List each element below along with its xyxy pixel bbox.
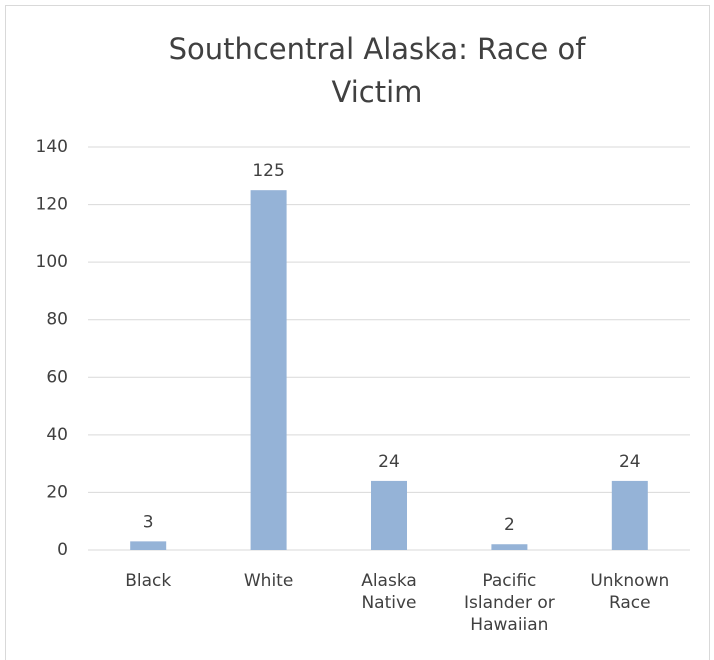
y-tick-label: 40 bbox=[46, 425, 68, 445]
y-tick-label: 120 bbox=[36, 195, 68, 215]
bar bbox=[611, 480, 648, 550]
x-tick-label: Alaska Native bbox=[361, 571, 417, 613]
data-label: 24 bbox=[619, 452, 641, 472]
y-tick-label: 0 bbox=[57, 540, 68, 560]
x-tick-label: Pacific Islander or Hawaiian bbox=[463, 571, 555, 635]
data-label: 2 bbox=[504, 515, 515, 535]
x-tick-label: Unknown Race bbox=[590, 571, 670, 613]
y-tick-label: 80 bbox=[46, 310, 68, 330]
data-label: 24 bbox=[378, 452, 400, 472]
bar bbox=[371, 480, 407, 550]
y-tick-label: 140 bbox=[36, 137, 68, 157]
x-tick-label: Black bbox=[125, 571, 172, 591]
y-tick-label: 100 bbox=[36, 252, 68, 272]
chart-border bbox=[5, 5, 710, 660]
bar bbox=[130, 541, 167, 550]
x-tick-label: White bbox=[243, 571, 294, 591]
y-tick-label: 20 bbox=[46, 482, 68, 502]
data-label: 3 bbox=[143, 512, 154, 532]
data-label: 125 bbox=[252, 161, 284, 181]
bar bbox=[250, 190, 287, 550]
chart-title: Southcentral Alaska: Race of Victim bbox=[168, 32, 586, 109]
bar bbox=[491, 544, 528, 550]
y-tick-label: 60 bbox=[46, 367, 68, 387]
